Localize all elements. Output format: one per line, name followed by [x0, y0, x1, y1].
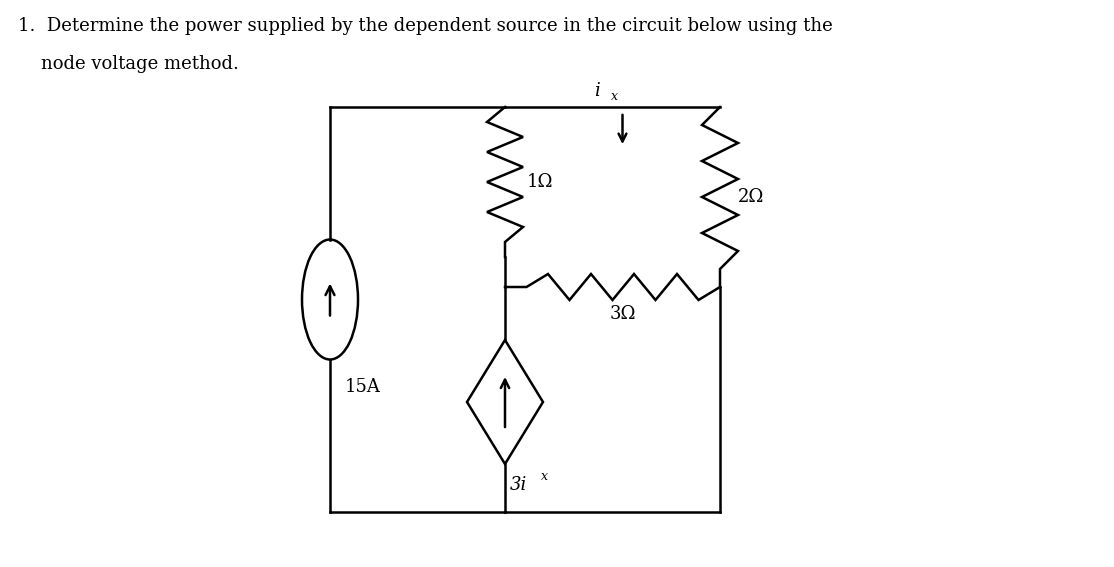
Text: x: x: [541, 470, 548, 483]
Text: i: i: [595, 82, 600, 100]
Text: 1.  Determine the power supplied by the dependent source in the circuit below us: 1. Determine the power supplied by the d…: [18, 17, 833, 35]
Text: 3Ω: 3Ω: [609, 305, 636, 323]
Text: 2Ω: 2Ω: [737, 188, 764, 206]
Text: node voltage method.: node voltage method.: [18, 55, 238, 73]
Text: 1Ω: 1Ω: [527, 173, 554, 191]
Text: 3i: 3i: [510, 476, 527, 494]
Text: 15A: 15A: [345, 378, 381, 396]
Text: x: x: [610, 90, 618, 103]
